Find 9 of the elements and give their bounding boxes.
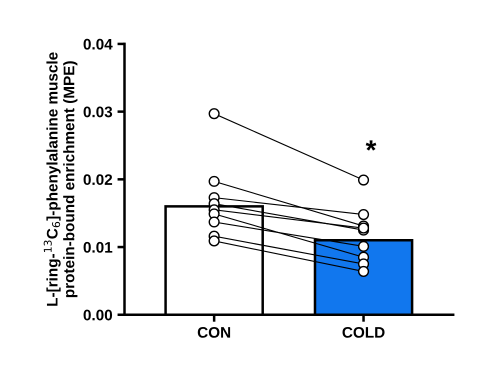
y-tick-label: 0.04	[84, 38, 113, 50]
y-axis-title: L-[ring-$^{13}$C$_{6}$]-phenylalanine muscle protein-bound enrichment (MPE)	[44, 52, 78, 306]
y-tick-label: 0.01	[84, 242, 112, 253]
y-tick-label: 0.00	[84, 310, 112, 320]
x-tick-label: CON	[198, 326, 230, 338]
y-tick-label: 0.03	[84, 106, 112, 118]
x-tick-label: COLD	[342, 326, 385, 338]
y-tick-label: 0.02	[84, 174, 112, 186]
annotation: *	[366, 140, 376, 151]
